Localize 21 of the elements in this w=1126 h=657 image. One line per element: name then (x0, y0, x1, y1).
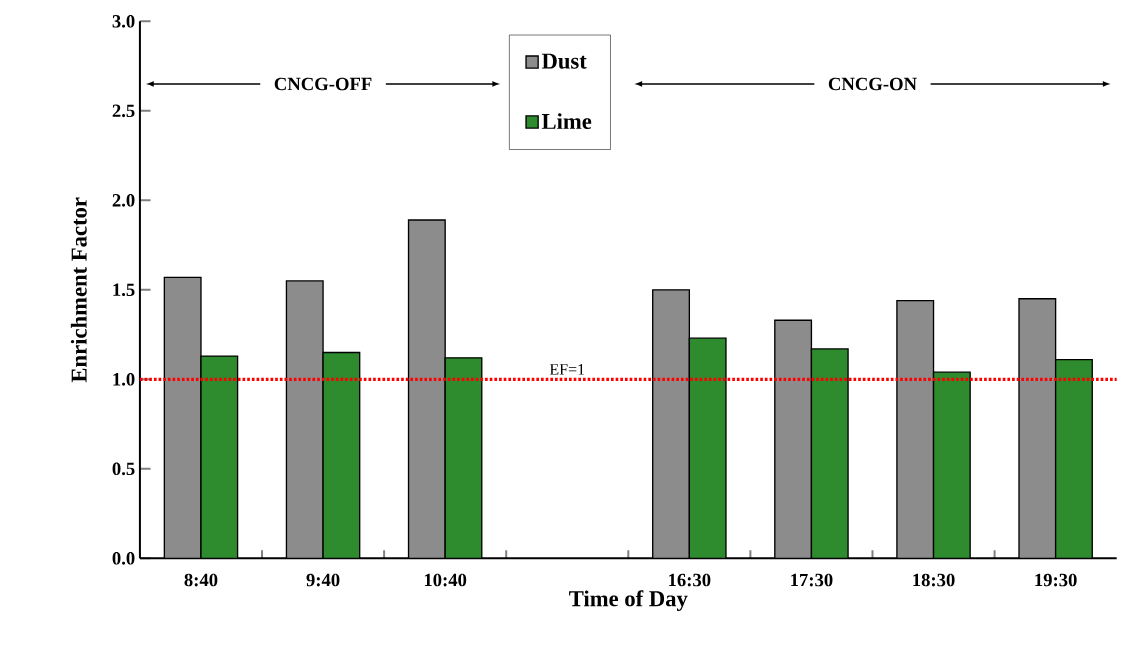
y-tick-label: 2.5 (112, 104, 135, 118)
ref-line-label: EF=1 (549, 364, 585, 375)
annotation: CNCG-ON (828, 77, 917, 91)
legend-label: Dust (541, 53, 587, 69)
x-tick-label: 19:30 (1035, 573, 1077, 587)
x-tick-label: 9:40 (306, 573, 340, 587)
y-axis-title: Enrichment Factor (70, 197, 87, 383)
legend-label: Lime (541, 113, 592, 130)
y-tick-label: 1.5 (113, 283, 135, 297)
y-tick-label: 2.0 (112, 194, 135, 207)
y-tick-label: 3.0 (112, 15, 135, 28)
x-tick-label: 16:30 (669, 573, 711, 587)
annotation: CNCG-OFF (274, 77, 372, 91)
y-tick-label: 0.0 (112, 552, 135, 565)
y-tick-label: 0.5 (112, 462, 135, 476)
x-tick-label: 17:30 (791, 573, 833, 587)
x-tick-label: 18:30 (913, 573, 955, 587)
x-tick-label: 10:40 (424, 573, 467, 587)
x-axis-title: Time of Day (569, 590, 688, 612)
x-tick-label: 8:40 (184, 573, 218, 587)
y-tick-label: 1.0 (113, 373, 135, 386)
